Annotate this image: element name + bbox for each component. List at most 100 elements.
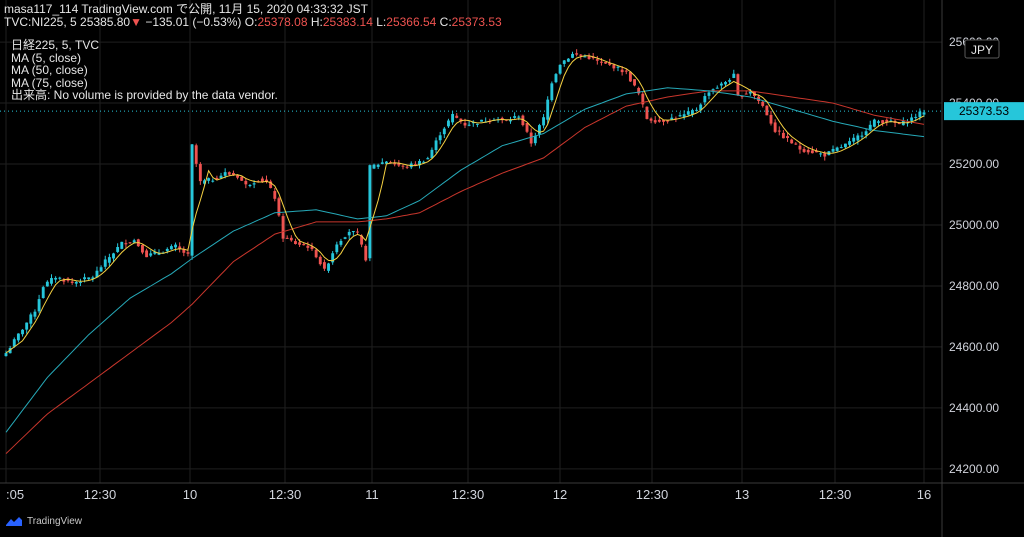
x-tick-label: 12:30 — [84, 487, 117, 502]
legend-ma50[interactable]: MA (50, close) — [11, 63, 88, 77]
y-tick-label: 25200.00 — [949, 157, 999, 171]
brand[interactable]: TradingView — [5, 516, 82, 527]
candle-body — [802, 149, 806, 152]
candle-body — [194, 145, 198, 164]
candle-body — [786, 136, 789, 139]
candle-body — [347, 231, 351, 236]
candle-body — [558, 64, 562, 74]
candle-body — [674, 118, 678, 120]
candle-body — [475, 123, 479, 125]
x-tick-label: 12:30 — [452, 487, 485, 502]
candle-body — [517, 116, 521, 118]
candle-body — [124, 243, 128, 245]
candle-body — [211, 180, 215, 182]
candle-body — [182, 249, 186, 253]
candle-body — [856, 135, 860, 141]
candle-body — [624, 70, 628, 72]
candle-body — [223, 172, 227, 176]
candle-body — [521, 115, 525, 126]
candle-body — [413, 164, 417, 166]
publish-info: masa117_114 TradingView.com で公開, 11月 15,… — [4, 2, 368, 16]
candle-body — [298, 242, 302, 245]
ma5-line — [5, 55, 925, 354]
candle-body — [554, 74, 558, 83]
candle-body — [819, 153, 823, 155]
legend-ma75[interactable]: MA (75, close) — [11, 75, 88, 90]
candle-body — [653, 120, 657, 123]
candle-body — [364, 245, 368, 261]
candle-body — [401, 165, 405, 167]
candle-body — [815, 150, 818, 153]
candle-body — [83, 277, 87, 280]
candle-body — [25, 322, 29, 330]
candle-body — [314, 249, 318, 258]
candle-body — [277, 198, 281, 216]
legend-series[interactable]: 日経225, 5, TVC — [11, 38, 100, 52]
candle-body — [190, 144, 194, 256]
tradingview-logo-icon — [6, 517, 22, 526]
candle-body — [810, 150, 814, 154]
candle-body — [918, 111, 922, 118]
candle-body — [12, 339, 16, 347]
candle-body — [447, 120, 450, 127]
candle-body — [823, 153, 827, 157]
candle-body — [480, 119, 483, 122]
candle-body — [864, 131, 868, 136]
candle-body — [331, 253, 335, 263]
candle-body — [252, 183, 256, 185]
candle-body — [128, 242, 132, 244]
y-tick-label: 24400.00 — [949, 401, 999, 415]
candle-body — [459, 118, 463, 122]
candle-body — [695, 109, 699, 111]
candle-body — [157, 253, 161, 255]
candle-body — [145, 250, 149, 258]
candle-body — [790, 139, 794, 144]
candle-body — [174, 244, 177, 248]
last-price-tag — [944, 102, 1024, 121]
symbol-label: TVC:NI225, 5 — [4, 15, 77, 29]
candle-body — [327, 263, 330, 271]
candle-body — [99, 267, 103, 272]
candle-body — [513, 116, 517, 118]
candle-body — [310, 246, 314, 250]
candle-body — [265, 179, 268, 182]
candle-body — [70, 281, 74, 283]
x-tick-label: 12 — [553, 487, 567, 502]
candle-body — [169, 246, 173, 250]
candle-body — [612, 64, 616, 69]
candle-body — [500, 117, 504, 120]
candle-body — [116, 247, 120, 252]
y-tick-label: 24200.00 — [949, 462, 999, 476]
candle-body — [872, 119, 876, 127]
candle-body — [922, 112, 926, 115]
ma50-line — [5, 87, 925, 433]
currency-box[interactable] — [964, 39, 1000, 59]
candle-body — [244, 180, 248, 185]
currency-label: JPY — [971, 43, 993, 57]
candle-body — [600, 61, 603, 63]
candle-body — [587, 56, 591, 59]
candle-body — [186, 252, 190, 254]
candle-body — [380, 162, 384, 164]
candle-body — [579, 54, 583, 56]
candle-body — [736, 74, 740, 96]
candle-body — [50, 278, 53, 284]
candle-body — [248, 185, 252, 187]
candle-body — [839, 147, 843, 149]
candle-body — [719, 83, 723, 86]
x-tick-label: 16 — [917, 487, 931, 502]
candle-body — [463, 122, 467, 126]
legend-ma5[interactable]: MA (5, close) — [11, 50, 82, 65]
candle-body — [240, 176, 244, 181]
candle-body — [711, 89, 715, 91]
ma75-line — [5, 90, 925, 454]
candle-body — [41, 287, 45, 299]
candle-body — [198, 164, 202, 182]
candle-body — [467, 124, 471, 126]
candle-body — [794, 143, 798, 145]
candle-body — [227, 172, 231, 175]
candle-body — [58, 277, 62, 279]
candle-body — [546, 99, 550, 120]
open-label: O: — [244, 15, 258, 29]
